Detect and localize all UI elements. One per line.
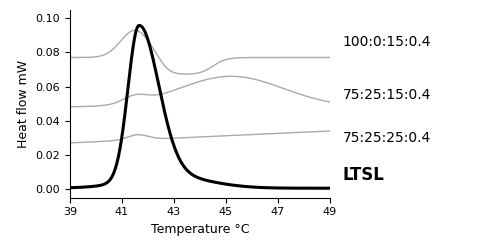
Text: 75:25:15:0.4: 75:25:15:0.4 <box>342 88 431 102</box>
X-axis label: Temperature °C: Temperature °C <box>151 223 249 236</box>
Text: LTSL: LTSL <box>342 166 384 184</box>
Text: 75:25:25:0.4: 75:25:25:0.4 <box>342 131 431 145</box>
Y-axis label: Heat flow mW: Heat flow mW <box>17 60 30 148</box>
Text: 100:0:15:0.4: 100:0:15:0.4 <box>342 35 431 49</box>
